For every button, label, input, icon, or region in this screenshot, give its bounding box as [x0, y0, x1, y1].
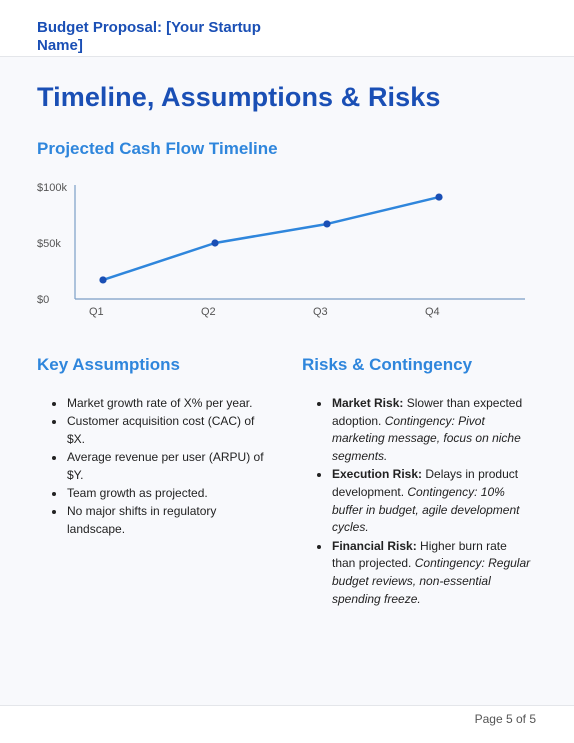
risk-contingency: Contingency: Pivot marketing message, fo… — [332, 413, 521, 464]
page-footer: Page 5 of 5 — [0, 705, 574, 743]
risk-name: Market Risk: — [332, 396, 404, 410]
assumptions-title: Key Assumptions — [37, 355, 180, 374]
cash-flow-chart: $0 $50k $100k Q1 Q2 Q3 Q4 — [37, 182, 525, 318]
risk-description: Delays in product development. — [332, 467, 519, 500]
x-tick-label: Q3 — [313, 306, 328, 318]
risk-contingency: Contingency: Regular budget reviews, non… — [332, 556, 531, 606]
list-item: Execution Risk: Delays in product develo… — [316, 466, 531, 537]
x-tick-label: Q1 — [89, 306, 104, 318]
risks-list: Market Risk: Slower than expected adopti… — [316, 395, 531, 609]
data-point — [99, 276, 107, 284]
list-item: Team growth as projected. — [51, 485, 266, 503]
risk-description: Higher burn rate than projected. — [332, 538, 507, 571]
list-item: Financial Risk: Higher burn rate than pr… — [316, 538, 531, 609]
list-item: Average revenue per user (ARPU) of $Y. — [51, 449, 266, 484]
page-header: Budget Proposal: [Your Startup Name] — [0, 0, 574, 57]
page-number: Page 5 of 5 — [474, 712, 536, 726]
x-tick-label: Q2 — [201, 306, 216, 318]
y-tick-label: $0 — [37, 294, 49, 306]
data-point — [211, 239, 219, 247]
data-point — [323, 220, 331, 228]
chart-section-title: Projected Cash Flow Timeline — [37, 139, 278, 158]
y-tick-label: $50k — [37, 238, 61, 250]
series-line — [102, 195, 440, 282]
list-item: No major shifts in regulatory landscape. — [51, 503, 266, 538]
list-item: Customer acquisition cost (CAC) of $X. — [51, 413, 266, 448]
risk-contingency: Contingency: 10% buffer in budget, agile… — [332, 485, 520, 535]
risk-name: Execution Risk: — [332, 467, 423, 482]
data-point — [435, 193, 443, 201]
y-tick-label: $100k — [37, 182, 67, 194]
risk-name: Financial Risk: — [332, 538, 417, 553]
risk-description: Slower than expected adoption. — [332, 396, 523, 428]
assumptions-list: Market growth rate of X% per year. Custo… — [51, 395, 266, 539]
list-item: Market Risk: Slower than expected adopti… — [316, 395, 531, 466]
risks-title: Risks & Contingency — [302, 355, 473, 374]
page-title: Timeline, Assumptions & Risks — [37, 82, 441, 112]
x-tick-label: Q4 — [425, 306, 440, 318]
document-title: Budget Proposal: [Your Startup Name] — [37, 19, 261, 54]
list-item: Market growth rate of X% per year. — [51, 395, 266, 413]
